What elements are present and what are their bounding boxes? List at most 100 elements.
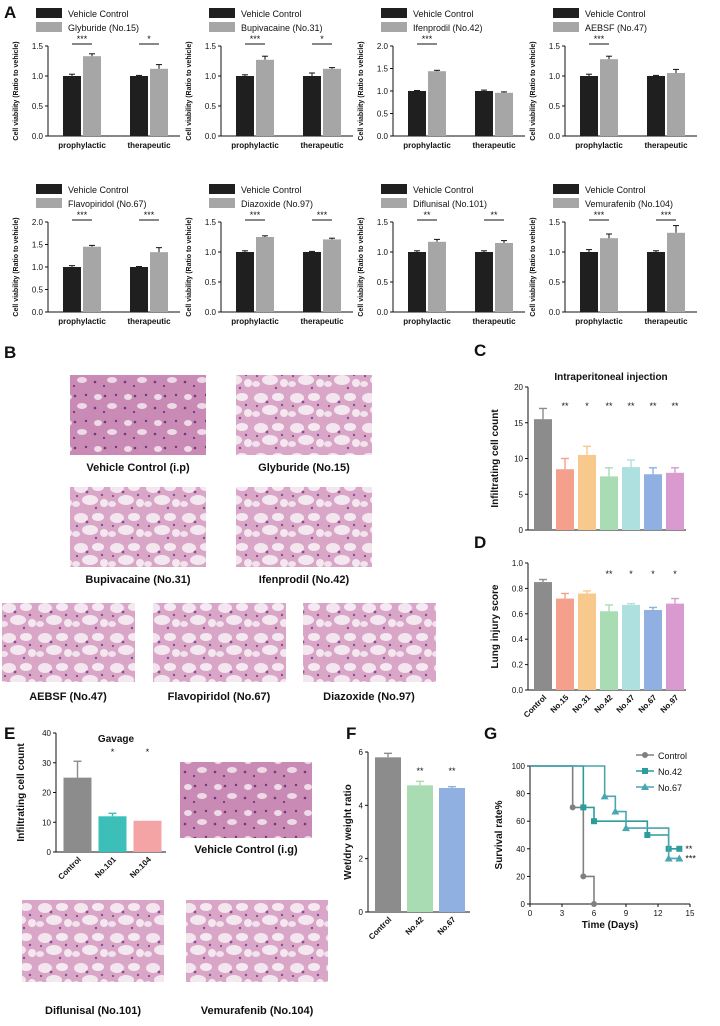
bar	[98, 816, 127, 852]
y-tick-label: 80	[516, 790, 525, 799]
x-category-label: therapeutic	[644, 141, 688, 150]
x-category-label: No.42	[404, 915, 426, 937]
y-axis-title: Cell viability (Ratio to vehicle)	[358, 41, 365, 140]
bar	[534, 419, 552, 530]
panel-label-b: B	[4, 343, 16, 362]
caption-vehicle-ig: Vehicle Control (i.g)	[194, 844, 298, 856]
y-tick-label: 2.0	[377, 42, 389, 51]
x-category-label: therapeutic	[127, 317, 171, 326]
bar	[408, 252, 426, 312]
bar	[408, 91, 426, 136]
legend-label-vehicle: Vehicle Control	[68, 9, 129, 19]
significance-marker: *	[673, 569, 677, 579]
y-axis-title: Wet/dry weight ratio	[343, 784, 354, 879]
significance-marker: **	[649, 401, 657, 411]
legend-marker	[642, 768, 648, 774]
y-tick-label: 40	[42, 729, 51, 738]
legend-swatch-vehicle	[553, 8, 579, 18]
legend-swatch-drug	[553, 22, 579, 32]
caption-vehicle-ip: Vehicle Control (i.p)	[86, 462, 190, 474]
bar	[578, 454, 596, 530]
y-tick-label: 1.0	[205, 248, 217, 257]
bar	[150, 68, 168, 136]
y-tick-label: 0.0	[32, 308, 44, 317]
x-category-label: therapeutic	[472, 317, 516, 326]
panel-label-g: G	[484, 724, 497, 743]
chart-a8: Vehicle Control Vemurafenib (No.104) 0.0 0.…	[530, 184, 697, 326]
significance-marker: **	[685, 844, 693, 854]
bar	[666, 603, 684, 690]
y-tick-label: 0.5	[32, 102, 44, 111]
bar	[495, 92, 513, 136]
charts-layer: Vehicle Control Glyburide (No.15) 0.0 0.5 1.…	[13, 8, 697, 942]
y-tick-label: 0	[359, 908, 364, 917]
legend-swatch-vehicle	[553, 184, 579, 194]
panel-label-c: C	[474, 341, 486, 360]
caption-no104: Vemurafenib (No.104)	[201, 1005, 314, 1017]
legend-label-drug: AEBSF (No.47)	[585, 23, 647, 33]
x-category-label: prophylactic	[58, 141, 106, 150]
bar	[556, 469, 574, 530]
significance-marker: ***	[250, 34, 261, 44]
y-tick-label: 0.8	[512, 584, 524, 593]
significance-marker: ***	[422, 34, 433, 44]
y-tick-label: 0.0	[32, 132, 44, 141]
significance-marker: ***	[317, 210, 328, 220]
significance-marker: *	[629, 569, 633, 579]
legend-label-drug: Ifenprodil (No.42)	[413, 23, 483, 33]
bar	[236, 76, 254, 136]
y-tick-label: 1.0	[549, 248, 561, 257]
bar	[600, 611, 618, 690]
x-category-label: No.31	[571, 693, 593, 715]
x-tick-label: 12	[654, 909, 663, 918]
histology-image-no42	[236, 487, 372, 567]
x-category-label: No.101	[93, 855, 118, 880]
significance-marker: ***	[250, 210, 261, 220]
x-category-label: therapeutic	[300, 317, 344, 326]
histology-images	[2, 375, 436, 982]
legend-label-vehicle: Vehicle Control	[241, 9, 302, 19]
x-category-label: No.15	[549, 693, 571, 715]
y-tick-label: 0.0	[549, 132, 561, 141]
legend-swatch-vehicle	[36, 8, 62, 18]
significance-marker: *	[147, 34, 151, 44]
x-category-label: No.67	[436, 915, 458, 937]
bar	[63, 267, 81, 312]
bar	[495, 243, 513, 312]
y-axis-title: Cell viability (Ratio to vehicle)	[13, 41, 20, 140]
y-axis-title: Cell viability (Ratio to vehicle)	[358, 217, 365, 316]
histology-image-vehicle-ip	[70, 375, 206, 455]
legend-label: No.42	[658, 767, 682, 777]
bar	[580, 252, 598, 312]
y-tick-label: 0.0	[205, 132, 217, 141]
significance-marker: **	[448, 766, 456, 776]
bar	[323, 68, 341, 136]
significance-marker: **	[671, 401, 679, 411]
x-category-label: Control	[56, 855, 82, 881]
legend-marker	[642, 752, 648, 758]
bar	[600, 476, 618, 530]
y-tick-label: 10	[42, 818, 51, 827]
y-tick-label: 0.5	[377, 278, 389, 287]
chart-g: 0 20 40 60 80 100 0 3 6 9 12 15 Time (Days) Survival …	[494, 751, 696, 931]
y-tick-label: 0	[521, 900, 526, 909]
bar	[256, 59, 274, 136]
caption-no97: Diazoxide (No.97)	[323, 691, 415, 703]
bar	[323, 239, 341, 312]
bar	[375, 757, 401, 912]
significance-marker: *	[111, 747, 115, 757]
bar	[63, 76, 81, 136]
y-axis-title: Infiltrating cell count	[16, 743, 27, 842]
legend-marker	[641, 783, 649, 790]
y-tick-label: 0.0	[377, 308, 389, 317]
significance-marker: **	[561, 401, 569, 411]
panel-label-e: E	[4, 724, 15, 743]
y-tick-label: 1.5	[32, 241, 44, 250]
x-category-label: prophylactic	[58, 317, 106, 326]
chart-a2: Vehicle Control Bupivacaine (No.31) 0.0 0.5…	[186, 8, 353, 150]
chart-a7: Vehicle Control Diflunisal (No.101) 0.0 0.5…	[358, 184, 525, 326]
x-category-label: No.47	[615, 693, 637, 715]
significance-marker: *	[651, 569, 655, 579]
y-tick-label: 0.2	[512, 661, 524, 670]
